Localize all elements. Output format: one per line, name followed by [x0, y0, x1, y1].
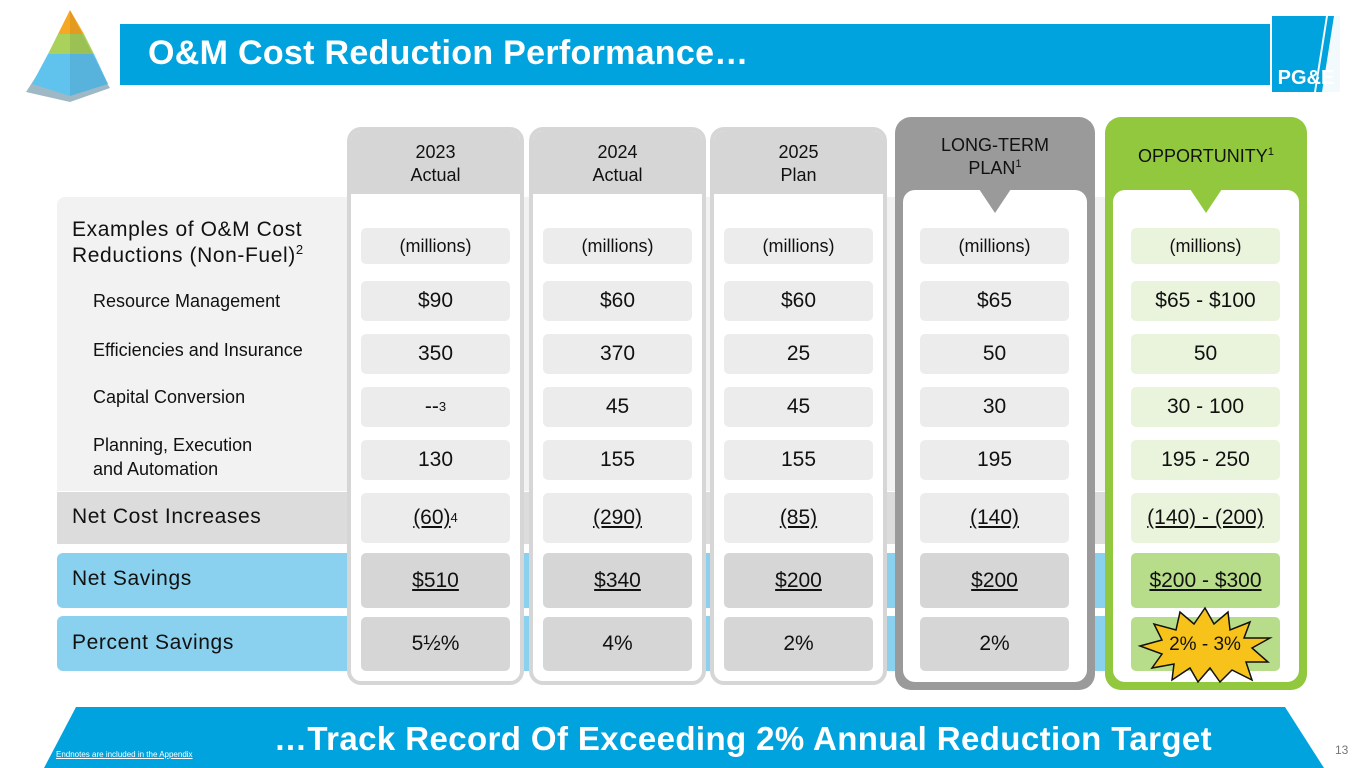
efficiencies-opportunity: 50	[1131, 334, 1280, 374]
column-header-long-term: LONG-TERM PLAN1	[941, 135, 1049, 178]
netcost-2024: (290)	[543, 493, 692, 543]
units-cell: (millions)	[920, 228, 1069, 264]
units-cell: (millions)	[1131, 228, 1280, 264]
column-header-opportunity: OPPORTUNITY1	[1138, 146, 1274, 166]
netsavings-2024: $340	[543, 553, 692, 608]
opportunity-pointer	[1190, 189, 1222, 213]
netsavings-2023: $510	[361, 553, 510, 608]
resource-2025: $60	[724, 281, 873, 321]
efficiencies-2024: 370	[543, 334, 692, 374]
netcost-2023: (60) 4	[361, 493, 510, 543]
column-header-2024: 2024 Actual	[533, 131, 702, 194]
netsavings-long-term: $200	[920, 553, 1069, 608]
planning-2024: 155	[543, 440, 692, 480]
starburst-icon	[1137, 606, 1273, 684]
netcost-opportunity: (140) - (200)	[1131, 493, 1280, 543]
resource-2023: $90	[361, 281, 510, 321]
netsavings-opportunity: $200 - $300	[1131, 553, 1280, 608]
footer-banner	[44, 707, 1324, 768]
efficiencies-2025: 25	[724, 334, 873, 374]
page-title: O&M Cost Reduction Performance…	[148, 34, 749, 72]
capital-opportunity: 30 - 100	[1131, 387, 1280, 427]
netcost-long-term: (140)	[920, 493, 1069, 543]
percent-long-term: 2%	[920, 617, 1069, 671]
planning-opportunity: 195 - 250	[1131, 440, 1280, 480]
efficiencies-insurance-label: Efficiencies and Insurance	[93, 340, 303, 360]
logo-text: PG&E	[1278, 67, 1335, 89]
planning-2025: 155	[724, 440, 873, 480]
percent-2023: 5½%	[361, 617, 510, 671]
capital-conversion-label: Capital Conversion	[93, 387, 246, 407]
endnote-link[interactable]: Endnotes are included in the Appendix	[56, 750, 193, 759]
examples-row-label: Examples of O&M Cost Reductions (Non-Fue…	[72, 218, 304, 267]
resource-long-term: $65	[920, 281, 1069, 321]
column-header-2025: 2025 Plan	[714, 131, 883, 194]
percent-opportunity: 2% - 3%	[1169, 634, 1241, 655]
page-number: 13	[1335, 743, 1349, 757]
footer-tagline: …Track Record Of Exceeding 2% Annual Red…	[274, 720, 1213, 757]
planning-long-term: 195	[920, 440, 1069, 480]
column-header-2023: 2023 Actual	[351, 131, 520, 194]
capital-long-term: 30	[920, 387, 1069, 427]
title-bar	[120, 24, 1270, 85]
netcost-2025: (85)	[724, 493, 873, 543]
pge-logo: PG&E	[1272, 16, 1340, 92]
units-cell: (millions)	[361, 228, 510, 264]
efficiencies-long-term: 50	[920, 334, 1069, 374]
capital-2023: -- 3	[361, 387, 510, 427]
percent-2024: 4%	[543, 617, 692, 671]
units-cell: (millions)	[724, 228, 873, 264]
net-cost-increases-label: Net Cost Increases	[72, 505, 262, 528]
pyramid-icon	[26, 10, 110, 102]
resource-management-label: Resource Management	[93, 291, 281, 311]
ltp-pointer	[979, 189, 1011, 213]
resource-2024: $60	[543, 281, 692, 321]
net-savings-label: Net Savings	[72, 567, 192, 590]
percent-2025: 2%	[724, 617, 873, 671]
efficiencies-2023: 350	[361, 334, 510, 374]
percent-savings-label: Percent Savings	[72, 631, 234, 654]
capital-2024: 45	[543, 387, 692, 427]
resource-opportunity: $65 - $100	[1131, 281, 1280, 321]
units-cell: (millions)	[543, 228, 692, 264]
planning-2023: 130	[361, 440, 510, 480]
netsavings-2025: $200	[724, 553, 873, 608]
planning-automation-label: Planning, Execution and Automation	[93, 435, 253, 479]
capital-2025: 45	[724, 387, 873, 427]
